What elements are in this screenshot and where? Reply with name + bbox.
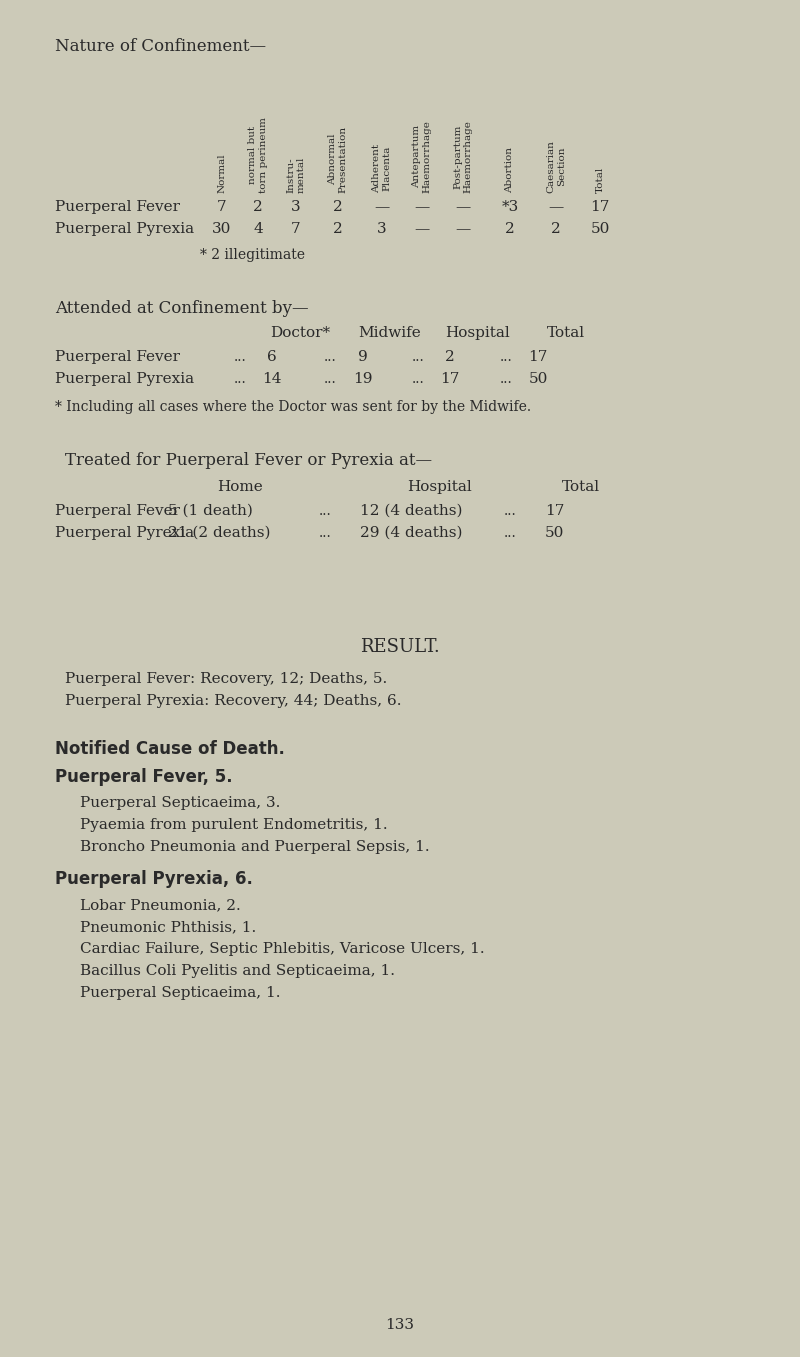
Text: 14: 14 [262, 372, 282, 385]
Text: Puerperal Fever: Puerperal Fever [55, 199, 180, 214]
Text: Antepartum
Haemorrhage: Antepartum Haemorrhage [412, 121, 432, 193]
Text: Doctor*: Doctor* [270, 326, 330, 341]
Text: Puerperal Fever, 5.: Puerperal Fever, 5. [55, 768, 233, 786]
Text: Lobar Pneumonia, 2.: Lobar Pneumonia, 2. [80, 898, 241, 912]
Text: Puerperal Pyrexia: Puerperal Pyrexia [55, 372, 194, 385]
Text: Pneumonic Phthisis, 1.: Pneumonic Phthisis, 1. [80, 920, 256, 934]
Text: —: — [414, 199, 430, 214]
Text: 50: 50 [528, 372, 548, 385]
Text: * 2 illegitimate: * 2 illegitimate [200, 248, 305, 262]
Text: Attended at Confinement by—: Attended at Confinement by— [55, 300, 309, 318]
Text: 30: 30 [212, 223, 232, 236]
Text: 50: 50 [590, 223, 610, 236]
Text: ...: ... [234, 350, 246, 364]
Text: Puerperal Fever: Puerperal Fever [55, 503, 180, 518]
Text: 17: 17 [590, 199, 610, 214]
Text: Abortion: Abortion [506, 147, 514, 193]
Text: 3: 3 [377, 223, 387, 236]
Text: normal but
torn perineum: normal but torn perineum [248, 117, 268, 193]
Text: Total: Total [547, 326, 585, 341]
Text: RESULT.: RESULT. [360, 638, 440, 655]
Text: 21 (2 deaths): 21 (2 deaths) [168, 527, 270, 540]
Text: Treated for Puerperal Fever or Pyrexia at—: Treated for Puerperal Fever or Pyrexia a… [65, 452, 432, 470]
Text: 2: 2 [253, 199, 263, 214]
Text: 2: 2 [333, 223, 343, 236]
Text: Puerperal Fever: Puerperal Fever [55, 350, 180, 364]
Text: ...: ... [500, 372, 512, 385]
Text: Adherent
Placenta: Adherent Placenta [372, 144, 392, 193]
Text: 7: 7 [291, 223, 301, 236]
Text: Puerperal Pyrexia: Recovery, 44; Deaths, 6.: Puerperal Pyrexia: Recovery, 44; Deaths,… [65, 693, 402, 708]
Text: 9: 9 [358, 350, 368, 364]
Text: Puerperal Septicaeima, 3.: Puerperal Septicaeima, 3. [80, 797, 280, 810]
Text: Home: Home [217, 480, 263, 494]
Text: 6: 6 [267, 350, 277, 364]
Text: Normal: Normal [218, 153, 226, 193]
Text: Nature of Confinement—: Nature of Confinement— [55, 38, 266, 56]
Text: 12 (4 deaths): 12 (4 deaths) [360, 503, 462, 518]
Text: Hospital: Hospital [408, 480, 472, 494]
Text: 2: 2 [505, 223, 515, 236]
Text: ...: ... [318, 527, 331, 540]
Text: Puerperal Pyrexia: Puerperal Pyrexia [55, 527, 194, 540]
Text: ...: ... [500, 350, 512, 364]
Text: Caesarian
Section: Caesarian Section [546, 140, 566, 193]
Text: 17: 17 [528, 350, 548, 364]
Text: ...: ... [412, 372, 424, 385]
Text: Cardiac Failure, Septic Phlebitis, Varicose Ulcers, 1.: Cardiac Failure, Septic Phlebitis, Varic… [80, 942, 485, 955]
Text: Abnormal
Presentation: Abnormal Presentation [328, 126, 348, 193]
Text: 19: 19 [354, 372, 373, 385]
Text: Pyaemia from purulent Endometritis, 1.: Pyaemia from purulent Endometritis, 1. [80, 818, 388, 832]
Text: Total: Total [562, 480, 600, 494]
Text: 2: 2 [333, 199, 343, 214]
Text: Total: Total [595, 167, 605, 193]
Text: ...: ... [504, 527, 516, 540]
Text: 7: 7 [217, 199, 227, 214]
Text: 17: 17 [545, 503, 564, 518]
Text: Notified Cause of Death.: Notified Cause of Death. [55, 740, 285, 759]
Text: Instru-
mental: Instru- mental [286, 156, 306, 193]
Text: Bacillus Coli Pyelitis and Septicaeima, 1.: Bacillus Coli Pyelitis and Septicaeima, … [80, 963, 395, 978]
Text: ...: ... [504, 503, 516, 518]
Text: Puerperal Pyrexia, 6.: Puerperal Pyrexia, 6. [55, 870, 253, 887]
Text: 17: 17 [440, 372, 460, 385]
Text: 4: 4 [253, 223, 263, 236]
Text: 5 (1 death): 5 (1 death) [168, 503, 253, 518]
Text: ...: ... [234, 372, 246, 385]
Text: Puerperal Septicaeima, 1.: Puerperal Septicaeima, 1. [80, 987, 281, 1000]
Text: Broncho Pneumonia and Puerperal Sepsis, 1.: Broncho Pneumonia and Puerperal Sepsis, … [80, 840, 430, 854]
Text: —: — [414, 223, 430, 236]
Text: —: — [374, 199, 390, 214]
Text: 2: 2 [551, 223, 561, 236]
Text: Midwife: Midwife [358, 326, 422, 341]
Text: ...: ... [324, 350, 336, 364]
Text: ...: ... [412, 350, 424, 364]
Text: —: — [455, 199, 470, 214]
Text: 50: 50 [545, 527, 564, 540]
Text: * Including all cases where the Doctor was sent for by the Midwife.: * Including all cases where the Doctor w… [55, 400, 531, 414]
Text: 2: 2 [445, 350, 455, 364]
Text: 133: 133 [386, 1318, 414, 1333]
Text: 29 (4 deaths): 29 (4 deaths) [360, 527, 462, 540]
Text: ...: ... [318, 503, 331, 518]
Text: —: — [548, 199, 564, 214]
Text: 3: 3 [291, 199, 301, 214]
Text: Puerperal Pyrexia: Puerperal Pyrexia [55, 223, 194, 236]
Text: —: — [455, 223, 470, 236]
Text: Post-partum
Haemorrhage: Post-partum Haemorrhage [454, 121, 473, 193]
Text: *3: *3 [502, 199, 518, 214]
Text: Hospital: Hospital [446, 326, 510, 341]
Text: ...: ... [324, 372, 336, 385]
Text: Puerperal Fever: Recovery, 12; Deaths, 5.: Puerperal Fever: Recovery, 12; Deaths, 5… [65, 672, 387, 687]
